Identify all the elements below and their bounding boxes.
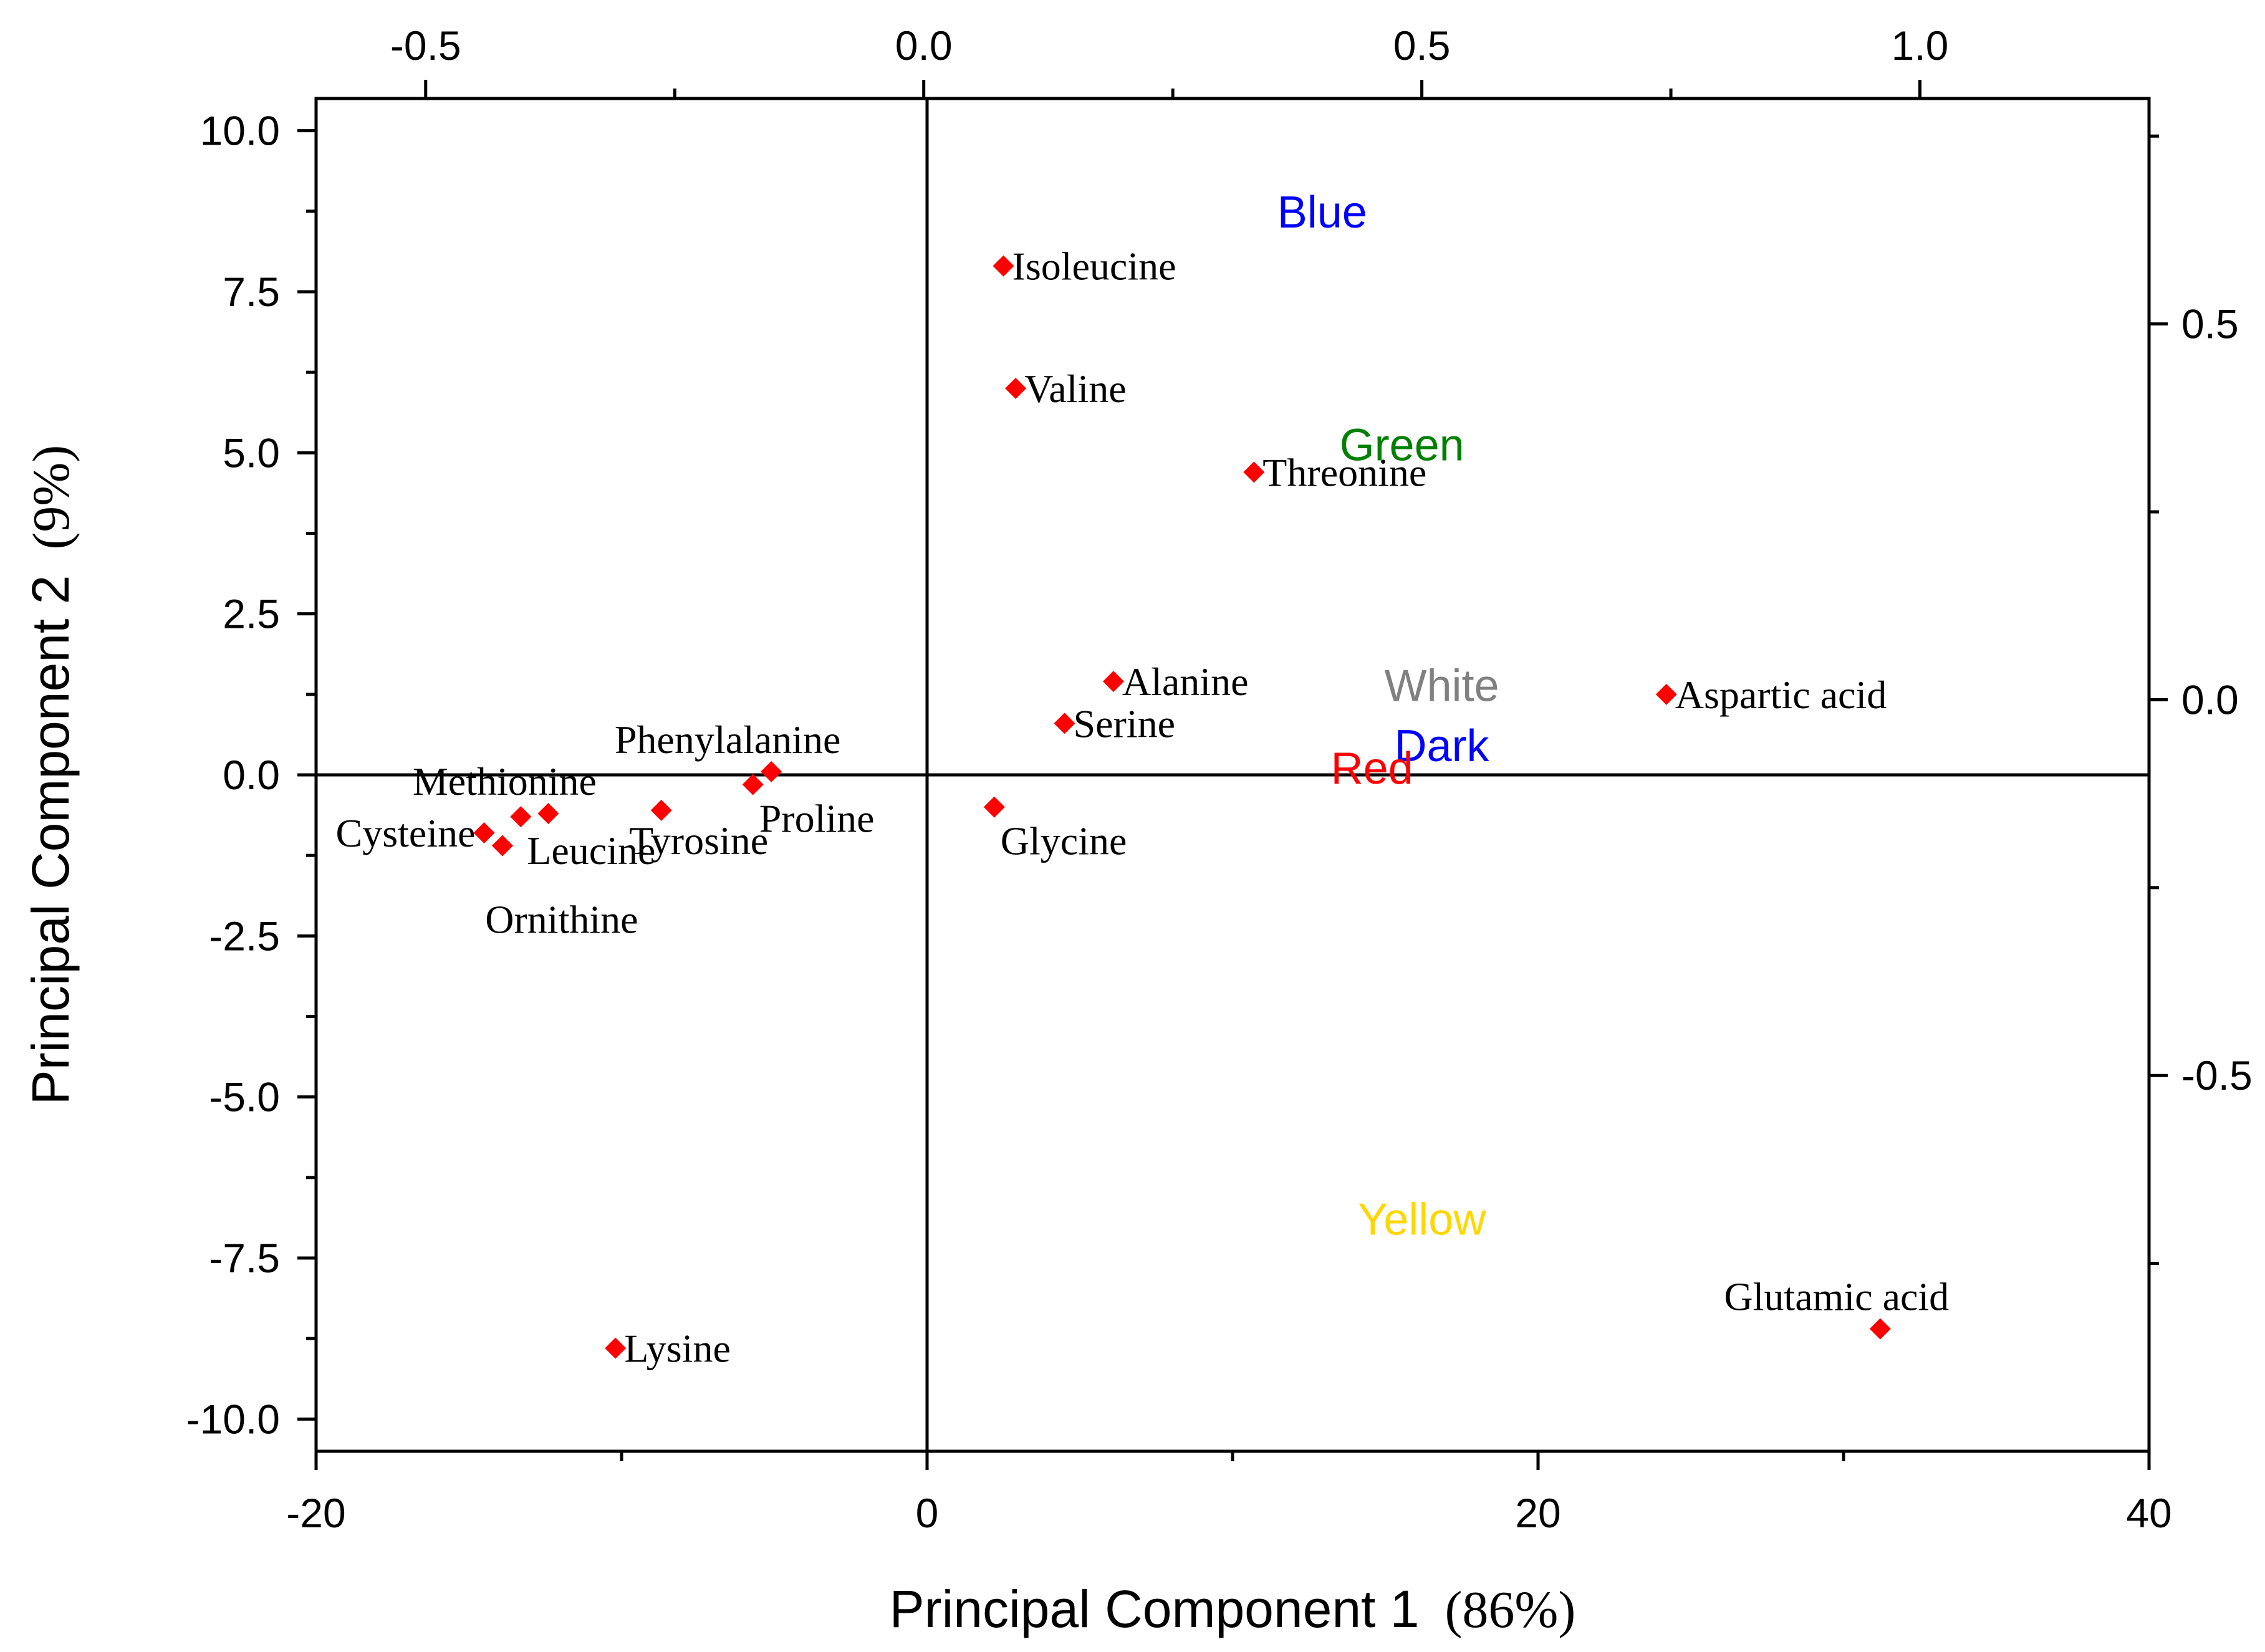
- data-point-label: Leucine: [527, 828, 655, 873]
- data-point-label: Valine: [1024, 367, 1127, 411]
- y-axis-title: Principal Component 2 (9%): [21, 445, 80, 1105]
- x-axis-title-pct: (86%): [1445, 1581, 1575, 1639]
- data-point-label: Threonine: [1262, 450, 1426, 494]
- y-axis-title-pct: (9%): [22, 445, 80, 550]
- y-tick-label: -10.0: [186, 1396, 280, 1442]
- top-tick-label: -0.5: [390, 22, 461, 69]
- axes: -20 0 20 40 10.0 7.5 5.0 2.5 0.0 -2.5 -5.0 -7.5 -10.…: [186, 22, 2253, 1536]
- data-point-label: Aspartic acid: [1675, 673, 1887, 717]
- data-point-marker: [510, 806, 532, 828]
- data-point-label: Tyrosine: [629, 819, 768, 863]
- top-tick-label: 1.0: [1892, 22, 1949, 69]
- data-point-marker: [1869, 1318, 1891, 1340]
- y-tick-label: -2.5: [209, 913, 280, 959]
- data-point-marker: [983, 796, 1005, 818]
- y-tick-label: 2.5: [223, 591, 280, 637]
- loading-label: White: [1385, 661, 1499, 711]
- x-tick-label: 20: [1515, 1490, 1560, 1536]
- data-point-label: Lysine: [624, 1327, 731, 1371]
- data-point-label: Ornithine: [485, 898, 638, 942]
- data-point-label: Serine: [1074, 701, 1176, 746]
- y-tick-label: 7.5: [223, 269, 280, 315]
- data-point-label: Alanine: [1122, 660, 1249, 704]
- data-point-label: Methionine: [413, 759, 597, 804]
- y-tick-label: -7.5: [209, 1235, 280, 1281]
- data-point-label: Glycine: [1001, 819, 1127, 863]
- data-point-label: Glutamic acid: [1724, 1275, 1949, 1319]
- data-points: [473, 255, 1891, 1359]
- data-point-marker: [742, 774, 764, 795]
- data-point-marker: [1655, 683, 1677, 705]
- loading-label: Red: [1331, 744, 1413, 794]
- x-axis-title: Principal Component 1 (86%): [890, 1580, 1576, 1639]
- x-tick-label: 40: [2126, 1490, 2171, 1536]
- x-axis-title-text: Principal Component 1: [890, 1580, 1420, 1638]
- data-point-marker: [650, 799, 672, 821]
- top-tick-label: 0.0: [895, 22, 953, 69]
- x-tick-label: -20: [286, 1490, 345, 1536]
- loading-label: Blue: [1277, 188, 1367, 238]
- data-point-marker: [605, 1337, 627, 1359]
- data-point-label: Isoleucine: [1012, 244, 1176, 289]
- right-tick-label: 0.5: [2181, 301, 2239, 347]
- y-axis-title-text: Principal Component 2: [21, 575, 80, 1105]
- data-point-label: Phenylalanine: [615, 718, 841, 762]
- right-tick-label: 0.0: [2181, 676, 2239, 723]
- data-point-marker: [993, 255, 1014, 277]
- data-point-marker: [1243, 461, 1265, 483]
- data-point-label: Cysteine: [336, 811, 476, 855]
- loading-label: Yellow: [1358, 1194, 1486, 1244]
- data-point-label: Proline: [759, 797, 875, 841]
- y-tick-label: -5.0: [209, 1074, 280, 1120]
- top-tick-label: 0.5: [1393, 22, 1451, 69]
- data-point-marker: [1005, 378, 1027, 399]
- data-point-marker: [1102, 671, 1124, 693]
- data-point-marker: [537, 803, 559, 824]
- data-point-marker: [761, 761, 782, 782]
- loading-label: Dark: [1395, 721, 1490, 771]
- y-tick-label: 5.0: [223, 430, 280, 476]
- right-tick-label: -0.5: [2181, 1052, 2253, 1098]
- data-point-marker: [1054, 713, 1075, 734]
- y-tick-label: 10.0: [200, 108, 280, 154]
- data-point-marker: [473, 822, 495, 843]
- loading-label: Green: [1340, 421, 1464, 471]
- x-tick-label: 0: [916, 1490, 939, 1536]
- y-tick-label: 0.0: [223, 752, 280, 798]
- data-point-marker: [491, 835, 513, 857]
